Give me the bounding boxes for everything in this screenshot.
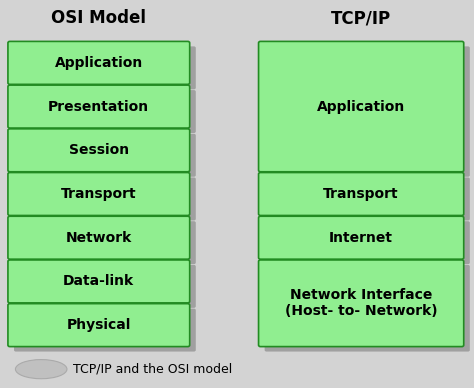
FancyBboxPatch shape [14, 265, 196, 308]
Text: Transport: Transport [61, 187, 137, 201]
FancyBboxPatch shape [8, 173, 190, 215]
FancyBboxPatch shape [258, 42, 464, 172]
FancyBboxPatch shape [8, 304, 190, 346]
FancyBboxPatch shape [14, 90, 196, 133]
Text: TCP/IP: TCP/IP [331, 9, 391, 27]
FancyBboxPatch shape [264, 177, 470, 220]
FancyBboxPatch shape [14, 47, 196, 89]
FancyBboxPatch shape [8, 129, 190, 172]
Text: Physical: Physical [67, 318, 131, 332]
Text: Data-link: Data-link [63, 274, 134, 288]
FancyBboxPatch shape [14, 177, 196, 220]
FancyBboxPatch shape [14, 308, 196, 352]
Text: Network Interface
(Host- to- Network): Network Interface (Host- to- Network) [285, 288, 438, 319]
Text: Presentation: Presentation [48, 100, 149, 114]
FancyBboxPatch shape [264, 265, 470, 352]
Text: TCP/IP and the OSI model: TCP/IP and the OSI model [73, 363, 232, 376]
FancyBboxPatch shape [8, 216, 190, 259]
FancyBboxPatch shape [14, 134, 196, 177]
FancyBboxPatch shape [8, 42, 190, 84]
FancyBboxPatch shape [264, 47, 470, 177]
FancyBboxPatch shape [258, 173, 464, 215]
FancyBboxPatch shape [8, 260, 190, 303]
FancyBboxPatch shape [8, 85, 190, 128]
Text: Application: Application [317, 100, 405, 114]
Text: Transport: Transport [323, 187, 399, 201]
Text: Network: Network [66, 231, 132, 245]
FancyBboxPatch shape [264, 221, 470, 264]
Text: Application: Application [55, 56, 143, 70]
FancyBboxPatch shape [258, 260, 464, 346]
Text: Session: Session [69, 143, 129, 157]
FancyBboxPatch shape [258, 216, 464, 259]
Text: OSI Model: OSI Model [51, 9, 146, 27]
FancyBboxPatch shape [14, 221, 196, 264]
Ellipse shape [16, 360, 67, 379]
Text: Internet: Internet [329, 231, 393, 245]
